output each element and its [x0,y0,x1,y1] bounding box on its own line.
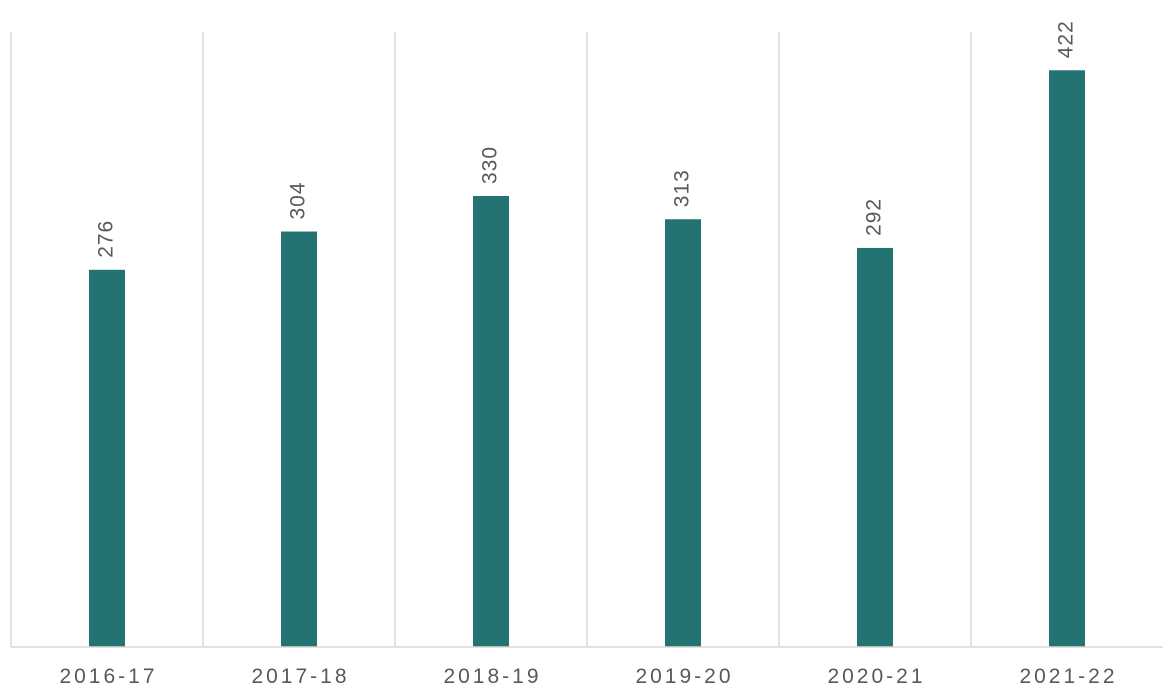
bar [473,196,509,647]
bar [857,247,893,647]
data-label: 313 [671,169,694,207]
bar [281,231,317,648]
data-label: 276 [95,220,118,258]
x-tick-label: 2018-19 [443,665,541,688]
x-tick-label: 2019-20 [635,665,733,688]
x-tick-label: 2020-21 [827,665,925,688]
x-tick-label: 2021-22 [1019,665,1117,688]
data-label: 292 [863,198,886,236]
bar [89,269,125,647]
data-label: 422 [1055,20,1078,58]
bar [1049,70,1085,648]
x-tick-label: 2016-17 [59,665,157,688]
data-label: 330 [479,146,502,184]
data-label: 304 [287,181,310,219]
x-tick-label: 2017-18 [251,665,349,688]
bar [665,219,701,647]
